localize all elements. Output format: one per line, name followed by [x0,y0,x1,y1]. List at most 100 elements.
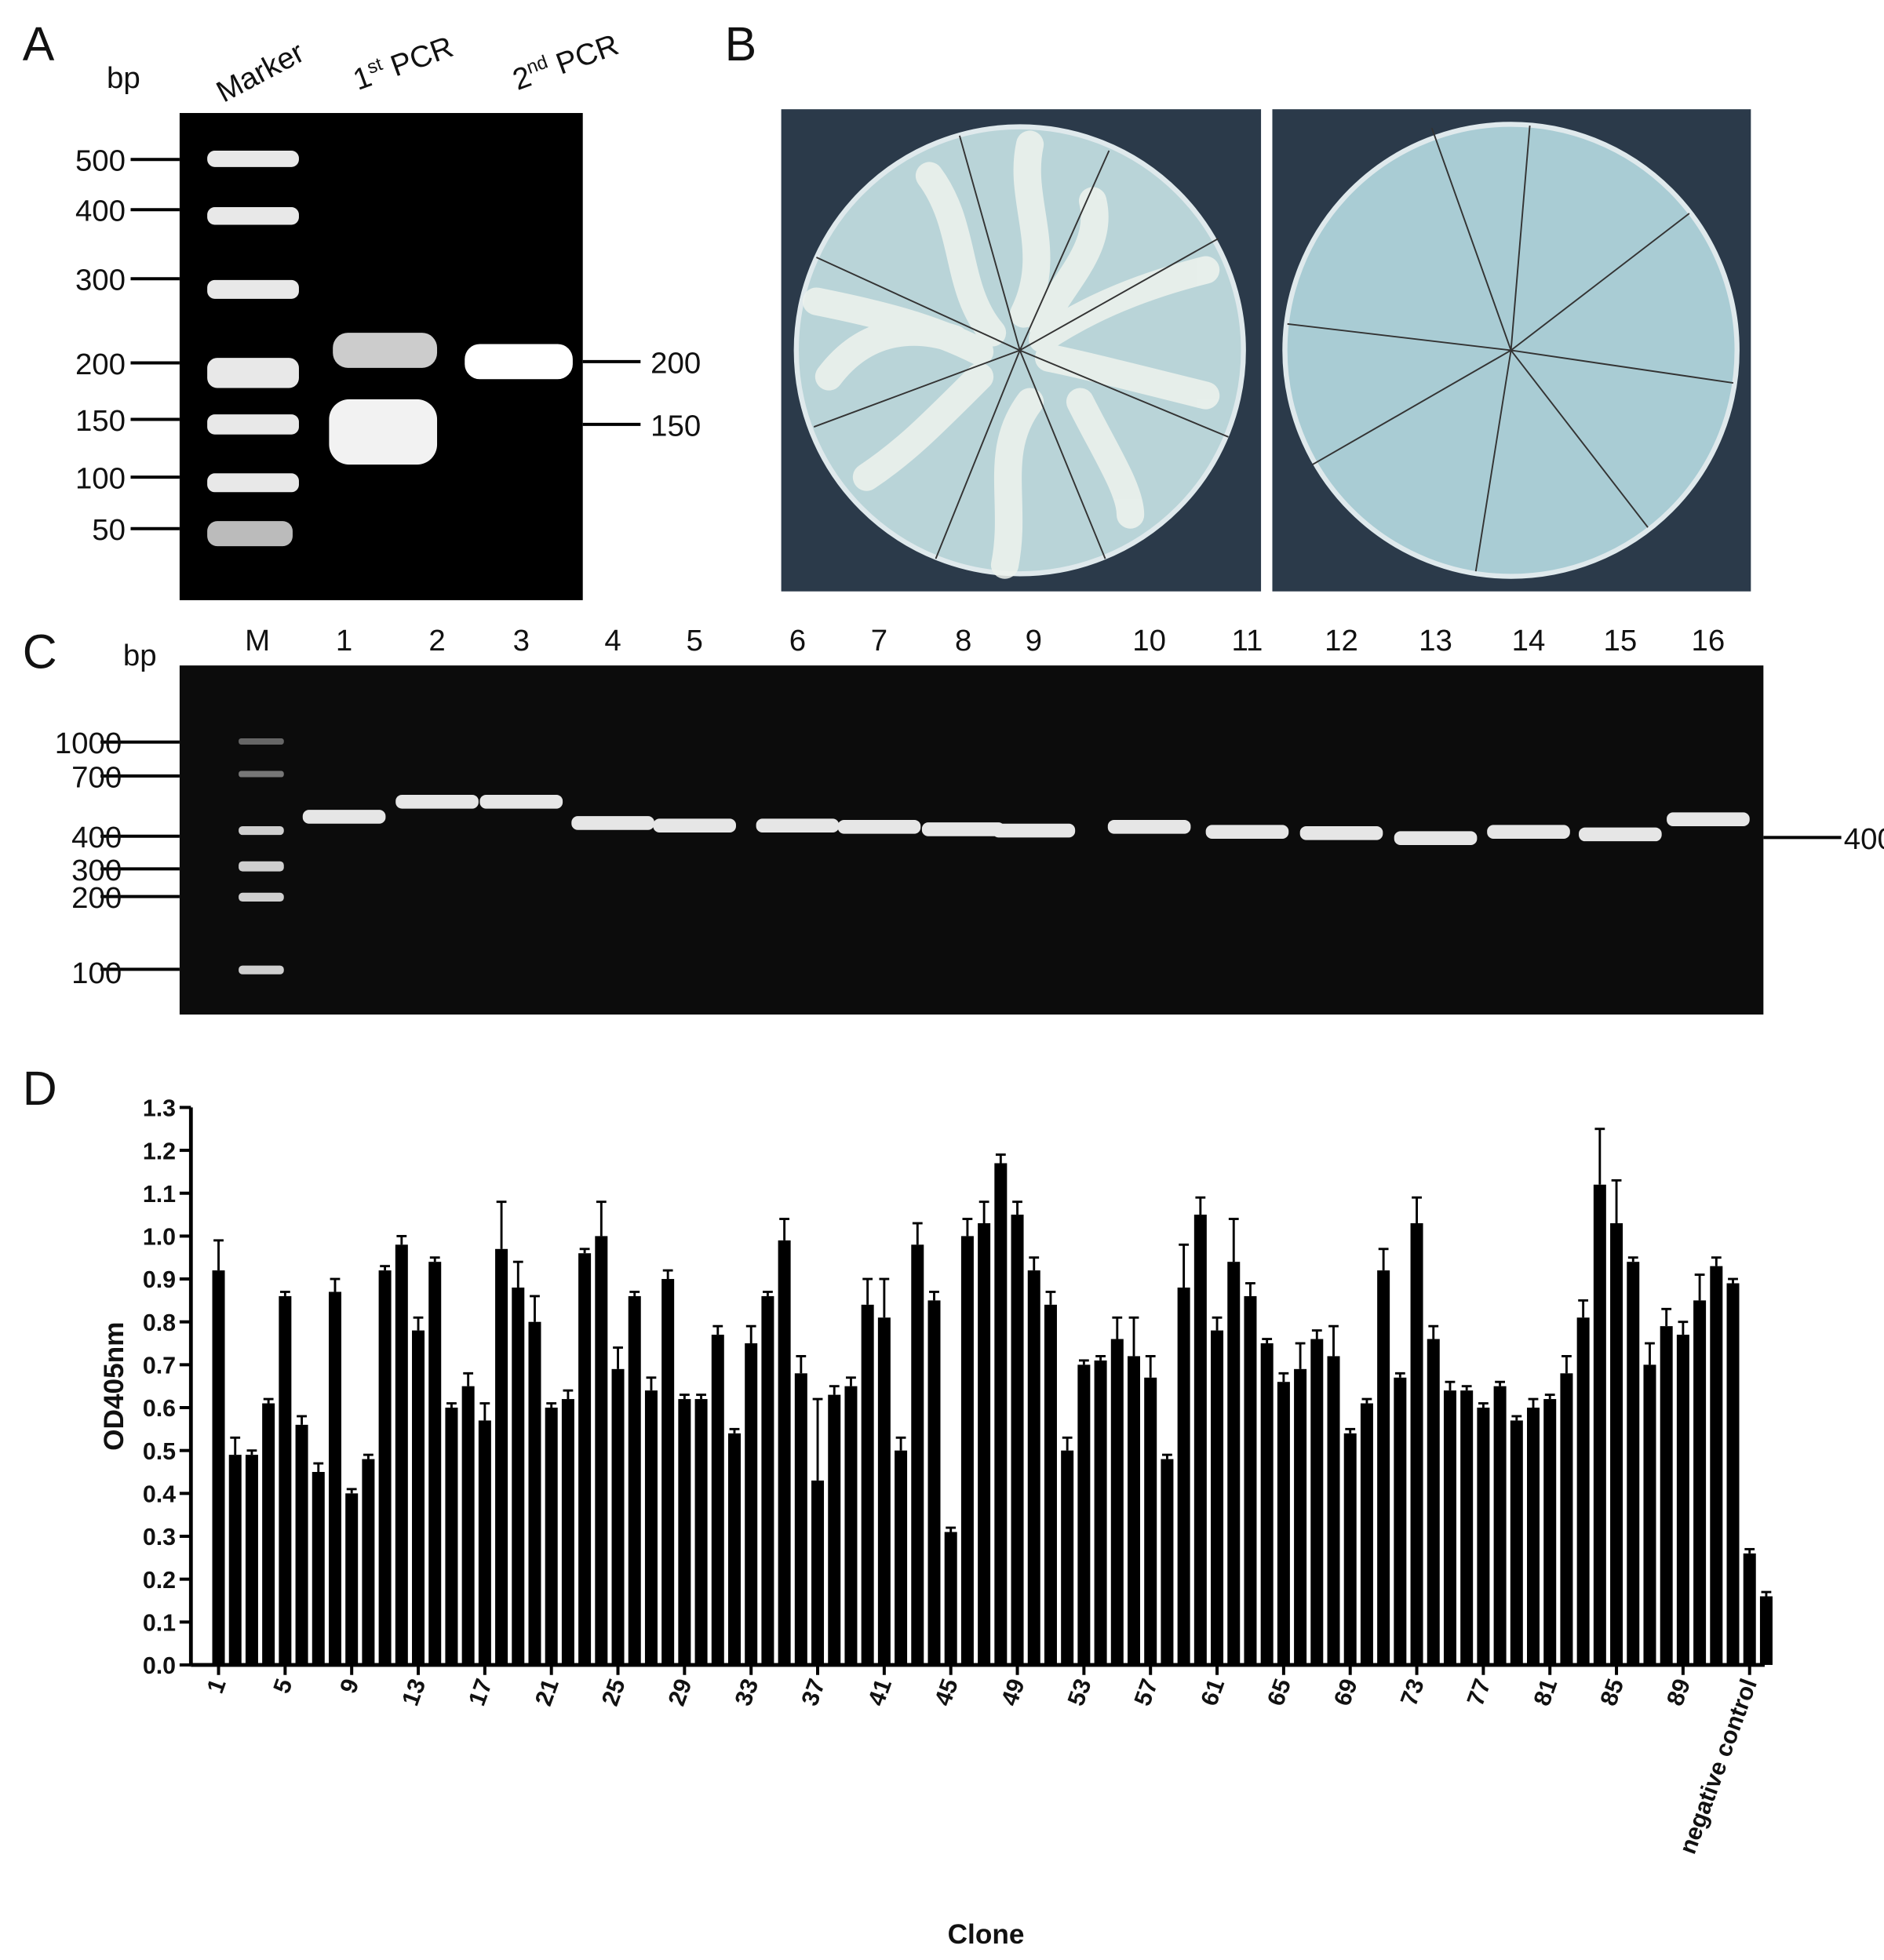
bar [895,1450,908,1665]
bar [1294,1368,1307,1665]
error-bar [779,1218,790,1240]
sector-lines [813,135,1229,559]
bar [1094,1360,1107,1665]
bar [1227,1262,1241,1665]
bar [1310,1339,1324,1665]
bar [512,1287,525,1665]
lane-label: 13 [1419,624,1452,658]
lane-label: 6 [789,624,806,658]
x-tick-label: 13 [397,1675,432,1709]
error-bar [1694,1273,1705,1301]
error-bar [946,1526,957,1532]
error-bar [812,1397,823,1481]
bar [345,1493,359,1665]
bar [1759,1596,1773,1665]
error-bar [363,1453,374,1459]
bar [1693,1300,1707,1665]
error-bar [1661,1307,1672,1327]
x-tick-label: 61 [1196,1675,1230,1709]
band [1667,812,1750,826]
ladder-bands [239,738,284,975]
error-bar [679,1393,690,1400]
error-bar [1578,1299,1589,1318]
x-tick-label: 33 [730,1675,764,1709]
bar [1710,1266,1723,1665]
ladder-labels: 500 400 300 200 150 100 50 [75,144,126,547]
bar [828,1394,841,1665]
streaks [802,130,1220,579]
error-bar [1361,1397,1372,1404]
bar [1277,1382,1290,1665]
error-bar [1029,1256,1040,1271]
bar [478,1420,491,1665]
bar [978,1222,991,1665]
error-bar [1511,1415,1522,1421]
band [1487,825,1570,839]
error-bar [1128,1316,1139,1357]
band [395,794,479,809]
bar [811,1480,825,1665]
ladder-label: 700 [71,760,122,794]
bar [1061,1450,1074,1665]
error-bar [496,1200,507,1249]
bar [312,1471,325,1665]
error-bar [1445,1380,1456,1391]
error-bar [246,1449,257,1455]
error-bar [297,1415,307,1425]
y-tick-label: 1.2 [143,1138,176,1164]
lane-label: 11 [1232,624,1263,658]
bar [644,1390,658,1665]
error-bar [1095,1354,1106,1361]
bar [378,1270,392,1665]
bar [1044,1304,1057,1665]
error-bar [579,1248,590,1254]
bar [228,1455,242,1665]
band [1299,825,1383,840]
ladder-bands [207,151,299,547]
bar [927,1300,941,1665]
band [329,399,438,465]
bar [994,1163,1008,1665]
error-bar [1278,1372,1289,1383]
bar [711,1335,724,1665]
bar [694,1399,708,1665]
band [465,344,573,380]
lane-label: 2 [428,624,445,658]
bar [1161,1459,1174,1665]
error-bar [1112,1316,1123,1339]
band [653,818,736,832]
error-bar [1262,1338,1273,1344]
error-bar [530,1295,540,1322]
lane-label: M [245,624,270,658]
error-bar [1145,1354,1156,1378]
bar [1410,1222,1423,1665]
bar [495,1248,508,1665]
bar [1527,1408,1540,1665]
lane-label: 10 [1132,624,1166,658]
lane-label: 4 [604,624,621,658]
bar [778,1240,791,1665]
bar [262,1403,275,1665]
bar [1343,1433,1357,1665]
bar [844,1386,858,1665]
bar [861,1304,874,1665]
error-bar [313,1462,324,1472]
band [1394,831,1478,845]
x-tick-label: 9 [335,1675,365,1697]
error-bar [596,1200,607,1237]
y-tick-label: 0.0 [143,1652,176,1679]
x-tick-label: 1 [202,1675,231,1697]
error-bar [1228,1218,1239,1262]
bar [1543,1399,1557,1665]
bar [1260,1343,1274,1665]
error-bar [1328,1324,1339,1357]
y-tick-label: 0.4 [143,1481,176,1508]
band [756,818,840,832]
error-bar [1594,1128,1605,1185]
x-tick-label: 5 [268,1675,298,1697]
bar [428,1262,442,1665]
bar [328,1291,341,1665]
error-bar [512,1260,523,1288]
